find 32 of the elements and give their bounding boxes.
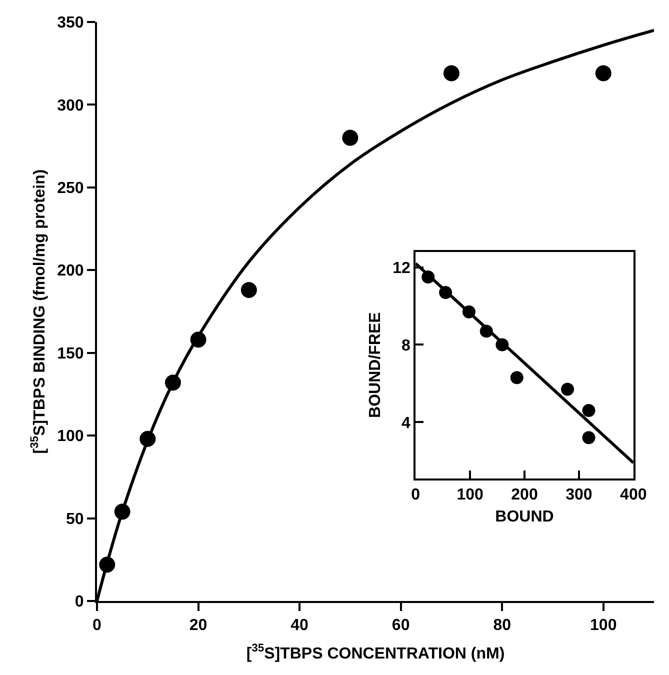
point [510,371,524,384]
y-tick-label: 250 [57,180,84,198]
point [342,130,358,146]
y-tick-label: 300 [57,97,84,114]
y-tick-label: 8 [402,337,410,354]
x-axis-title: BOUND [495,508,554,526]
x-tick-label: 20 [189,617,208,634]
y-tick-label: 0 [74,594,84,611]
point [240,282,257,298]
x-tick-label: 100 [590,617,617,634]
y-tick-label: 50 [66,510,84,528]
y-tick-label: 150 [57,345,84,362]
x-tick-label: 100 [456,486,484,504]
x-tick-label: 0 [92,617,102,634]
point [561,382,574,396]
x-tick-label: 200 [511,486,538,504]
y-tick-label: 12 [392,260,411,277]
x-tick-label: 40 [290,617,309,634]
x-tick-label: 400 [620,486,647,504]
point [443,65,460,82]
point [582,404,596,418]
point [595,65,612,82]
y-tick-label: 4 [402,414,410,432]
y-tick-label: 200 [57,262,84,280]
y-tick-label: 350 [57,14,84,32]
y-tick-label: 100 [57,428,84,446]
x-tick-label: 80 [493,617,512,634]
x-axis-title: [$^{35}$S]TBPS CONCENTRATION (nM) [246,642,505,662]
x-tick-label: 60 [392,617,410,634]
point [582,431,596,444]
y-axis-title: BOUND/FREE [367,312,384,418]
x-tick-label: 300 [566,486,592,504]
